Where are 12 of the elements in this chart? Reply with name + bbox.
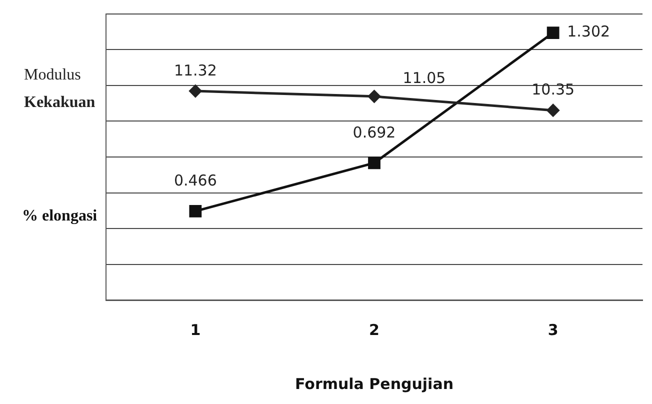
text: Modulus Kekakuan xyxy=(24,66,96,112)
x-tick-label: 2 xyxy=(369,320,380,339)
x-axis-title: Formula Pengujian xyxy=(295,374,454,393)
text: % elongasi xyxy=(22,207,98,224)
data-label: 1.302 xyxy=(567,22,610,41)
x-tick-label: 1 xyxy=(190,320,201,339)
data-label: 11.05 xyxy=(402,68,446,87)
data-label: 11.32 xyxy=(174,61,217,80)
data-label: 0.466 xyxy=(174,172,217,190)
data-label: 10.35 xyxy=(532,80,575,99)
data-label: 0.692 xyxy=(352,123,396,142)
x-tick-label: 3 xyxy=(548,320,558,339)
